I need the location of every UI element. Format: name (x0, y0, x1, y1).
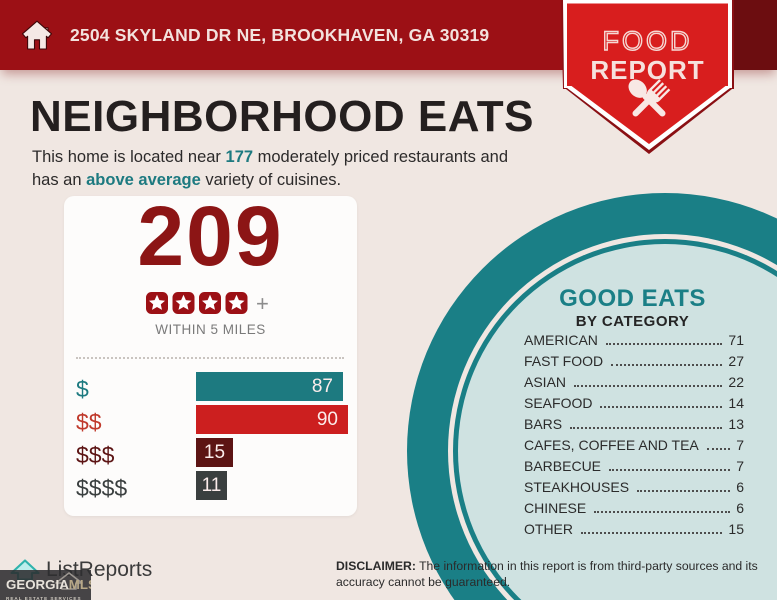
svg-text:+: + (256, 292, 269, 316)
